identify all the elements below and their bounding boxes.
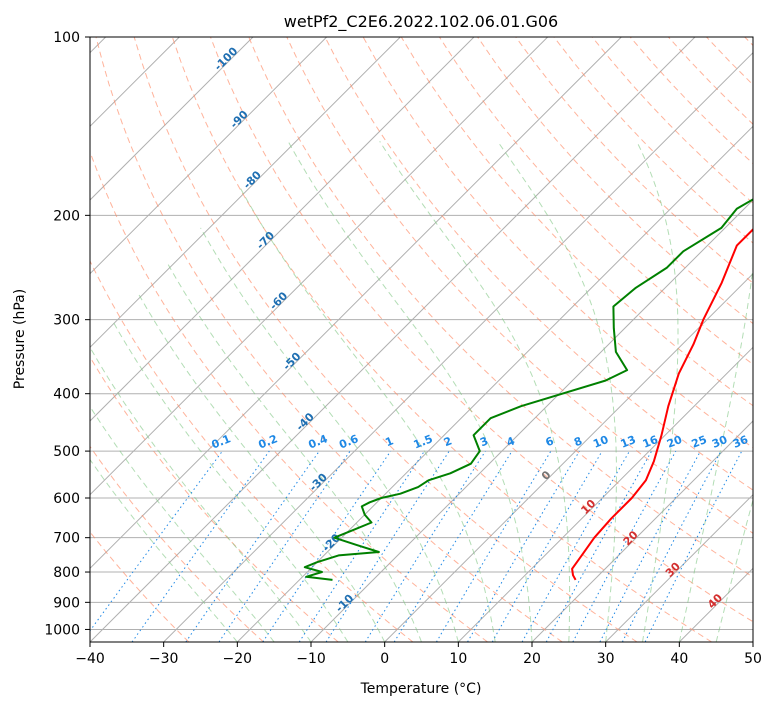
isotherm-line bbox=[163, 51, 753, 642]
y-tick-label: 700 bbox=[53, 531, 80, 547]
dry-adiabat-line bbox=[210, 37, 753, 623]
mixing-ratio-label: 1 bbox=[383, 434, 395, 449]
mixing-ratio-line bbox=[218, 450, 351, 642]
dry-adiabat-line bbox=[324, 37, 753, 491]
moist-adiabat-line bbox=[137, 292, 386, 642]
y-tick-label: 400 bbox=[53, 387, 80, 403]
y-tick-label: 900 bbox=[53, 595, 80, 611]
moist-adiabat-line bbox=[111, 319, 349, 642]
y-tick-label: 800 bbox=[53, 565, 80, 581]
x-tick-label: 50 bbox=[744, 651, 762, 667]
isotherm-line bbox=[90, 37, 475, 422]
dry-adiabat-line bbox=[171, 37, 712, 642]
x-axis-label: Temperature (°C) bbox=[360, 681, 482, 697]
x-tick-label: 10 bbox=[449, 651, 467, 667]
mixing-ratio-label: 30 bbox=[710, 433, 729, 451]
x-tick-label: 40 bbox=[670, 651, 688, 667]
dry-adiabat-line bbox=[286, 37, 753, 534]
isotherm-line bbox=[236, 125, 753, 642]
isotherm-line bbox=[90, 37, 622, 570]
mixing-ratio-label: 20 bbox=[665, 433, 684, 451]
dry-adiabat-line bbox=[248, 37, 753, 578]
isotherm-line bbox=[457, 346, 753, 642]
dry-adiabat-line bbox=[90, 259, 414, 642]
mixing-ratio-line bbox=[435, 450, 552, 642]
y-tick-label: 100 bbox=[53, 30, 80, 46]
mixing-ratio-label: 25 bbox=[690, 433, 709, 451]
mixing-ratio-line bbox=[467, 450, 580, 642]
x-tick-label: 30 bbox=[597, 651, 615, 667]
y-axis-label: Pressure (hPa) bbox=[12, 289, 28, 389]
mixing-ratio-line bbox=[262, 450, 392, 642]
x-axis: −40 −30 −20 −10 0 10 20 30 40 50 bbox=[75, 642, 762, 667]
moist-adiabat-line bbox=[678, 264, 753, 642]
moist-adiabat-line bbox=[287, 141, 533, 642]
moist-adiabat-line bbox=[90, 405, 275, 642]
chart-title: wetPf2_C2E6.2022.102.06.01.G06 bbox=[284, 12, 558, 32]
isotherm-line bbox=[90, 37, 549, 496]
mixing-ratio-label: 3 bbox=[478, 434, 490, 449]
moist-adiabat-line bbox=[636, 141, 679, 642]
moist-adiabat-line bbox=[497, 141, 617, 642]
x-tick-label: −30 bbox=[149, 651, 179, 667]
dry-adiabat-line bbox=[90, 445, 264, 642]
series-lines bbox=[303, 198, 753, 581]
isotherm-line bbox=[90, 37, 254, 201]
isotherm-line bbox=[90, 37, 401, 349]
moist-adiabat-line bbox=[200, 227, 459, 642]
x-tick-label: 0 bbox=[380, 651, 389, 667]
temperature-line bbox=[571, 228, 753, 581]
moist-adiabat-line bbox=[379, 141, 571, 642]
isotherm-line bbox=[384, 272, 753, 642]
dry-adiabat-line bbox=[95, 37, 563, 642]
y-tick-label: 500 bbox=[53, 444, 80, 460]
dry-adiabat-line bbox=[515, 37, 753, 284]
mixing-ratio-line bbox=[364, 450, 486, 642]
dewpoint-line bbox=[303, 198, 753, 581]
mixing-ratio-line bbox=[325, 450, 450, 642]
y-tick-label: 300 bbox=[53, 313, 80, 329]
moist-adiabat-line bbox=[715, 498, 753, 642]
x-tick-label: −20 bbox=[223, 651, 253, 667]
y-tick-label: 1000 bbox=[44, 622, 80, 638]
mixing-ratio-label: 13 bbox=[619, 433, 638, 451]
y-tick-label: 200 bbox=[53, 208, 80, 224]
isotherm-line bbox=[531, 420, 753, 642]
mixing-ratio-line bbox=[393, 450, 513, 642]
plot-frame bbox=[89, 36, 754, 643]
background-lines bbox=[90, 37, 753, 642]
mixing-ratio-line bbox=[599, 450, 701, 642]
x-tick-label: −40 bbox=[75, 651, 105, 667]
mixing-ratio-line bbox=[185, 450, 320, 642]
moist-adiabat-line bbox=[239, 187, 496, 642]
x-tick-label: −10 bbox=[296, 651, 326, 667]
isotherm-line bbox=[605, 493, 753, 642]
moist-adiabat-line bbox=[166, 262, 422, 642]
y-tick-label: 600 bbox=[53, 491, 80, 507]
mixing-ratio-label: 2 bbox=[442, 434, 454, 449]
y-axis: 100 200 300 400 500 600 700 800 900 1000 bbox=[44, 30, 90, 638]
mixing-ratio-label: 36 bbox=[731, 433, 750, 451]
mixing-ratio-label: 8 bbox=[572, 434, 584, 449]
mixing-ratio-label: 16 bbox=[641, 433, 660, 451]
isotherm-line bbox=[90, 37, 328, 275]
mixing-ratio-label: 10 bbox=[591, 433, 610, 451]
x-tick-label: 20 bbox=[523, 651, 541, 667]
dry-adiabat-line bbox=[133, 37, 638, 642]
mixing-ratio-line bbox=[572, 450, 677, 642]
